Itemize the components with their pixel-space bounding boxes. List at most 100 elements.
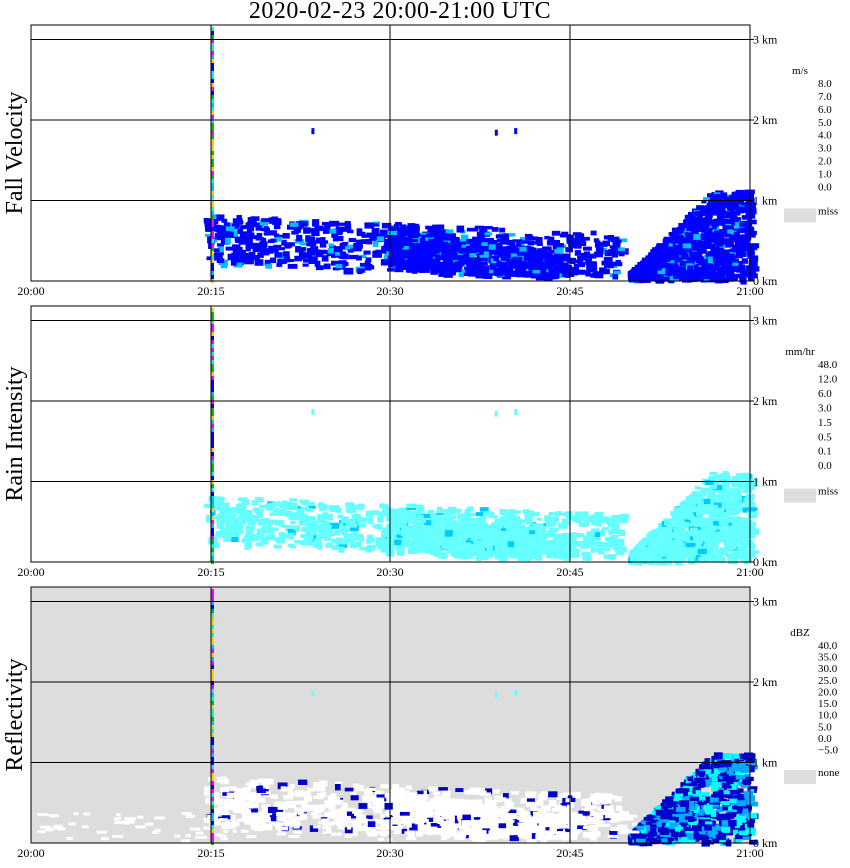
echo-cell — [536, 549, 547, 555]
echo-cell — [748, 554, 756, 559]
echo-cell — [211, 51, 214, 55]
echo-cell — [558, 793, 567, 798]
legend-label: 6.0 — [818, 104, 832, 116]
echo-cell — [545, 518, 554, 524]
echo-cell — [399, 263, 406, 268]
echo-cell — [324, 526, 333, 534]
echo-cell — [276, 808, 283, 814]
echo-cell — [739, 190, 748, 197]
echo-cell — [570, 551, 580, 558]
echo-cell — [545, 273, 555, 278]
echo-cell — [579, 239, 586, 245]
echo-cell — [334, 508, 342, 513]
echo-cell — [463, 540, 474, 544]
echo-cell — [702, 222, 709, 226]
echo-cell — [211, 55, 214, 59]
echo-cell — [705, 213, 713, 220]
echo-cell — [718, 487, 725, 494]
echo-cell — [729, 234, 738, 242]
echo-cell — [325, 542, 333, 548]
echo-cell — [694, 267, 702, 272]
echo-cell — [373, 223, 379, 227]
echo-cell — [387, 230, 398, 236]
echo-cell — [560, 266, 568, 273]
echo-cell — [710, 219, 716, 224]
echo-cell — [644, 276, 652, 282]
echo-cell — [725, 509, 734, 515]
echo-cell — [418, 243, 426, 250]
echo-cell — [329, 522, 340, 529]
echo-cell — [585, 258, 592, 266]
echo-cell — [607, 539, 617, 546]
echo-cell — [572, 232, 582, 236]
echo-cell — [535, 273, 546, 281]
echo-cell — [395, 233, 405, 240]
echo-cell — [211, 324, 214, 328]
echo-cell — [709, 471, 718, 475]
echo-cell — [645, 551, 655, 558]
echo-cell — [745, 528, 751, 534]
echo-cell — [372, 251, 383, 258]
echo-cell — [265, 263, 272, 269]
echo-cell — [468, 257, 478, 262]
echo-cells — [203, 27, 760, 285]
echo-cell — [475, 533, 484, 540]
echo-cell — [740, 556, 751, 562]
echo-cell — [526, 802, 532, 807]
echo-cell — [440, 262, 447, 270]
echo-cell — [519, 246, 527, 253]
echo-cell — [520, 532, 527, 537]
echo-cell — [697, 548, 707, 555]
echo-cell — [407, 526, 413, 533]
echo-cell — [387, 528, 394, 535]
echo-cell — [555, 542, 562, 548]
echo-cell — [675, 511, 685, 516]
echo-cell — [457, 249, 468, 254]
echo-cell — [267, 239, 275, 244]
echo-cell — [608, 816, 619, 823]
echo-cell — [329, 507, 338, 512]
echo-cell — [400, 528, 410, 533]
echo-cell — [248, 252, 256, 259]
echo-cell — [211, 544, 214, 548]
alt-tick-label: 0 km — [753, 555, 778, 569]
echo-cell — [723, 506, 734, 513]
echo-cell — [460, 258, 469, 265]
echo-cell — [474, 787, 485, 795]
echo-cell — [472, 251, 480, 256]
echo-cell — [282, 533, 290, 539]
echo-cell — [693, 493, 701, 498]
echo-cell — [219, 508, 226, 514]
echo-cell — [564, 271, 570, 278]
echo-cell — [247, 792, 254, 798]
echo-cell — [411, 239, 419, 243]
echo-cell — [294, 792, 302, 797]
echo-cell — [464, 512, 470, 518]
echo-cell — [580, 252, 590, 260]
echo-cell — [329, 228, 337, 234]
echo-cell — [656, 243, 664, 247]
echo-cell — [692, 212, 702, 216]
echo-cell — [643, 538, 652, 545]
echo-cell — [503, 798, 512, 803]
echo-cell — [211, 83, 214, 87]
echo-cell — [673, 269, 684, 273]
echo-cell — [211, 420, 214, 424]
panel-title: Fall Velocity — [2, 92, 28, 215]
echo-cell — [694, 555, 701, 561]
echo-cell — [561, 518, 570, 525]
echo-cell — [601, 527, 610, 531]
echo-cell — [459, 552, 465, 560]
echo-cell — [549, 520, 557, 525]
echo-cell — [211, 67, 214, 71]
echo-cell — [226, 229, 233, 234]
echo-cell — [594, 512, 604, 519]
echo-cell — [723, 266, 734, 273]
echo-cell — [653, 255, 661, 263]
echo-cell — [211, 360, 214, 364]
echo-cell — [514, 545, 520, 550]
echo-cell — [557, 243, 564, 249]
echo-cell — [720, 473, 728, 480]
echo-cell — [423, 255, 432, 259]
echo-cell — [529, 547, 538, 553]
